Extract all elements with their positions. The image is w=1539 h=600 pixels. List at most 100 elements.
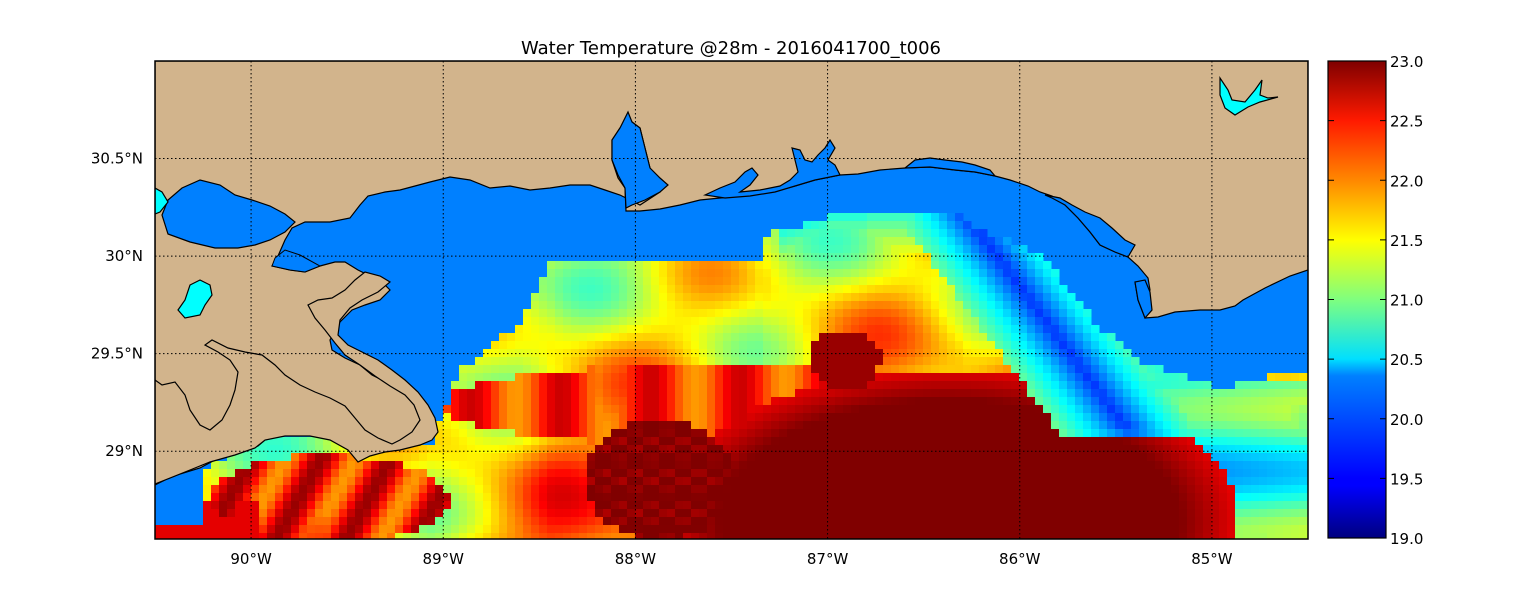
temperature-cell bbox=[635, 317, 644, 326]
temperature-cell bbox=[507, 365, 516, 374]
temperature-cell bbox=[1011, 357, 1020, 366]
temperature-cell bbox=[659, 421, 668, 430]
temperature-cell bbox=[467, 533, 476, 539]
temperature-cell bbox=[723, 517, 732, 526]
temperature-cell bbox=[643, 405, 652, 414]
temperature-cell bbox=[907, 493, 916, 502]
temperature-cell bbox=[1131, 445, 1140, 454]
temperature-cell bbox=[875, 525, 884, 534]
temperature-cell bbox=[1195, 389, 1204, 398]
temperature-cell bbox=[315, 461, 324, 470]
latitude-label: 30.5°N bbox=[91, 150, 143, 168]
temperature-cell bbox=[987, 245, 996, 254]
temperature-cell bbox=[1123, 517, 1132, 526]
temperature-cell bbox=[483, 477, 492, 486]
temperature-cell bbox=[915, 293, 924, 302]
temperature-cell bbox=[1019, 525, 1028, 534]
temperature-cell bbox=[643, 261, 652, 270]
temperature-cell bbox=[795, 285, 804, 294]
temperature-cell bbox=[819, 525, 828, 534]
temperature-cell bbox=[1291, 429, 1300, 438]
temperature-cell bbox=[1035, 421, 1044, 430]
temperature-cell bbox=[1123, 397, 1132, 406]
temperature-cell bbox=[787, 493, 796, 502]
temperature-cell bbox=[787, 301, 796, 310]
temperature-cell bbox=[755, 357, 764, 366]
temperature-cell bbox=[1019, 509, 1028, 518]
temperature-cell bbox=[1251, 405, 1260, 414]
temperature-cell bbox=[995, 461, 1004, 470]
temperature-cell bbox=[1171, 389, 1180, 398]
temperature-cell bbox=[459, 413, 468, 422]
temperature-cell bbox=[963, 405, 972, 414]
temperature-cell bbox=[763, 301, 772, 310]
temperature-cell bbox=[1179, 477, 1188, 486]
temperature-cell bbox=[867, 285, 876, 294]
temperature-cell bbox=[1147, 445, 1156, 454]
temperature-cell bbox=[475, 365, 484, 374]
temperature-cell bbox=[1099, 477, 1108, 486]
temperature-cell bbox=[779, 477, 788, 486]
temperature-cell bbox=[731, 453, 740, 462]
temperature-cell bbox=[931, 365, 940, 374]
temperature-cell bbox=[835, 437, 844, 446]
temperature-cell bbox=[1283, 469, 1292, 478]
temperature-cell bbox=[1091, 469, 1100, 478]
temperature-cell bbox=[907, 237, 916, 246]
temperature-cell bbox=[979, 261, 988, 270]
temperature-cell bbox=[1259, 461, 1268, 470]
temperature-cell bbox=[803, 437, 812, 446]
temperature-cell bbox=[963, 365, 972, 374]
temperature-cell bbox=[1235, 533, 1244, 539]
temperature-cell bbox=[947, 261, 956, 270]
temperature-cell bbox=[1211, 445, 1220, 454]
temperature-cell bbox=[955, 389, 964, 398]
temperature-cell bbox=[611, 533, 620, 539]
temperature-cell bbox=[227, 517, 236, 526]
temperature-cell bbox=[1131, 437, 1140, 446]
temperature-cell bbox=[811, 421, 820, 430]
temperature-cell bbox=[611, 301, 620, 310]
temperature-cell bbox=[275, 493, 284, 502]
temperature-cell bbox=[923, 285, 932, 294]
temperature-cell bbox=[603, 397, 612, 406]
temperature-cell bbox=[1003, 461, 1012, 470]
temperature-cell bbox=[1027, 509, 1036, 518]
temperature-cell bbox=[627, 261, 636, 270]
temperature-cell bbox=[723, 421, 732, 430]
temperature-cell bbox=[211, 525, 220, 534]
temperature-cell bbox=[1251, 517, 1260, 526]
temperature-cell bbox=[771, 269, 780, 278]
temperature-cell bbox=[1275, 509, 1284, 518]
temperature-cell bbox=[1011, 397, 1020, 406]
temperature-cell bbox=[1051, 277, 1060, 286]
temperature-cell bbox=[563, 309, 572, 318]
temperature-cell bbox=[891, 253, 900, 262]
temperature-cell bbox=[987, 461, 996, 470]
temperature-cell bbox=[459, 501, 468, 510]
temperature-cell bbox=[651, 485, 660, 494]
temperature-cell bbox=[979, 309, 988, 318]
temperature-cell bbox=[1259, 517, 1268, 526]
temperature-cell bbox=[371, 469, 380, 478]
temperature-cell bbox=[1059, 365, 1068, 374]
temperature-cell bbox=[843, 317, 852, 326]
temperature-cell bbox=[595, 429, 604, 438]
temperature-cell bbox=[419, 517, 428, 526]
temperature-cell bbox=[1019, 397, 1028, 406]
temperature-cell bbox=[579, 477, 588, 486]
temperature-cell bbox=[875, 501, 884, 510]
temperature-cell bbox=[731, 445, 740, 454]
temperature-cell bbox=[707, 301, 716, 310]
temperature-cell bbox=[1259, 429, 1268, 438]
temperature-cell bbox=[1283, 413, 1292, 422]
temperature-cell bbox=[235, 493, 244, 502]
temperature-cell bbox=[611, 269, 620, 278]
temperature-cell bbox=[1067, 477, 1076, 486]
temperature-cell bbox=[355, 501, 364, 510]
temperature-cell bbox=[915, 277, 924, 286]
temperature-cell bbox=[595, 525, 604, 534]
temperature-cell bbox=[867, 357, 876, 366]
temperature-cell bbox=[1003, 525, 1012, 534]
temperature-cell bbox=[891, 437, 900, 446]
